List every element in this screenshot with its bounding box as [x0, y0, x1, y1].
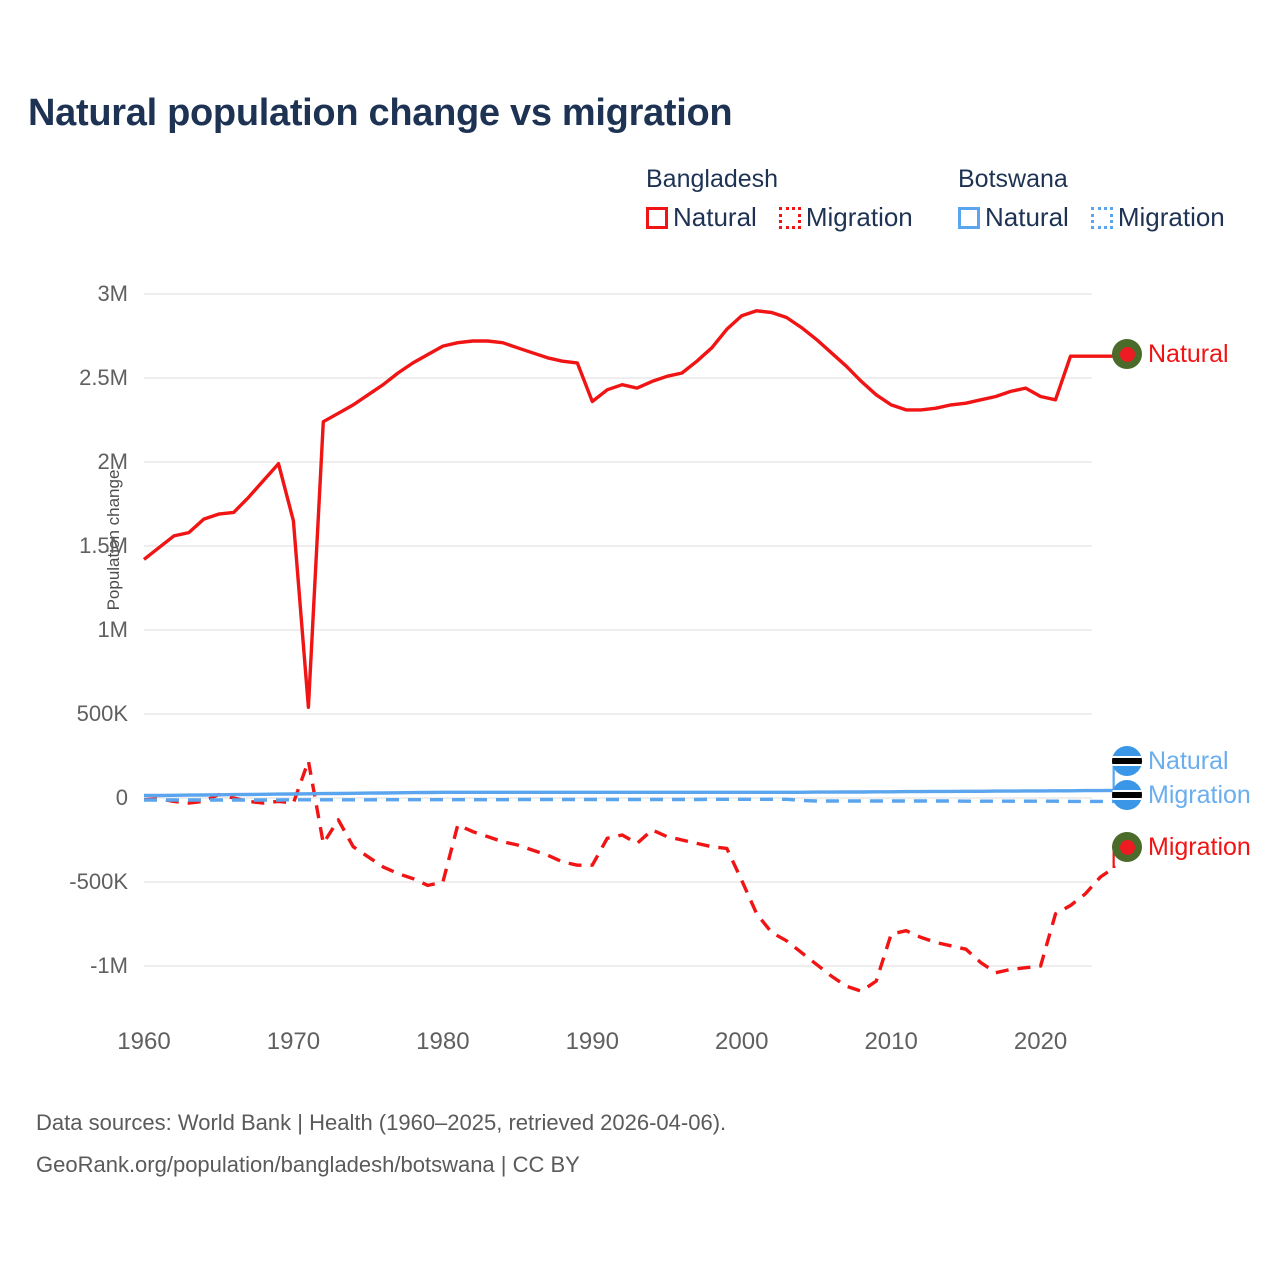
y-axis-tick-label: 2.5M	[79, 365, 128, 390]
flag-stripe-black	[1112, 757, 1142, 765]
end-label-text: Natural	[1148, 746, 1229, 775]
y-axis-tick-label: 2M	[97, 449, 128, 474]
legend-item-botswana-natural[interactable]: Natural	[958, 202, 1069, 233]
legend-item-label: Natural	[985, 202, 1069, 232]
botswana-flag-icon	[1112, 746, 1142, 776]
x-axis-tick-label: 1980	[416, 1028, 470, 1055]
end-label-botswana-natural[interactable]: Natural	[1112, 746, 1229, 776]
footer-data-sources: Data sources: World Bank | Health (1960–…	[36, 1110, 727, 1135]
y-axis-tick-label: 1M	[97, 617, 128, 642]
x-axis-tick-label: 1960	[117, 1028, 171, 1055]
y-axis-tick-label: 500K	[76, 701, 128, 726]
x-axis-tick-label: 1970	[266, 1028, 321, 1055]
series-line	[142, 309, 1116, 709]
legend-country-name: Bangladesh	[646, 165, 779, 193]
legend-item-bangladesh-natural[interactable]: Natural	[646, 202, 757, 233]
legend-group-bangladesh: Bangladesh Natural Migration	[646, 164, 913, 233]
series-line	[144, 797, 1116, 804]
end-label-botswana-migration[interactable]: Migration	[1112, 780, 1251, 810]
y-axis-tick-label: 0	[115, 785, 128, 810]
y-axis-tick-label: -1M	[90, 953, 128, 978]
end-label-text: Migration	[1148, 780, 1251, 809]
botswana-flag-icon	[1112, 780, 1142, 810]
chart-title: Natural population change vs migration	[28, 92, 733, 134]
flag-stripe-black	[1112, 791, 1142, 799]
legend-swatch-dotted-icon	[778, 206, 801, 229]
legend-swatch-solid-icon	[958, 206, 980, 229]
x-axis-tick-label: 2020	[1013, 1028, 1068, 1055]
legend-item-botswana-migration[interactable]: Migration	[1090, 202, 1225, 233]
y-axis-tick-label: -500K	[69, 869, 128, 894]
x-axis-tick-label: 1990	[565, 1028, 619, 1055]
legend-swatch-dotted-icon	[1090, 206, 1113, 229]
end-label-bangladesh-migration[interactable]: Migration	[1112, 832, 1251, 862]
legend-country-name: Botswana	[958, 165, 1068, 193]
legend-item-label: Natural	[673, 202, 757, 232]
legend-item-label: Migration	[1117, 202, 1225, 232]
series-lines	[142, 309, 1117, 993]
end-label-bangladesh-natural[interactable]: Natural	[1112, 339, 1229, 369]
y-axis-tick-label: 1.5M	[79, 533, 128, 558]
series-line	[143, 759, 1117, 993]
series-line	[144, 788, 1116, 798]
legend-item-label: Migration	[805, 202, 913, 232]
footer-attribution[interactable]: GeoRank.org/population/bangladesh/botswa…	[36, 1152, 580, 1177]
end-label-text: Migration	[1148, 832, 1251, 861]
legend-item-bangladesh-migration[interactable]: Migration	[778, 202, 913, 233]
gridlines	[144, 293, 1092, 967]
end-label-text: Natural	[1148, 339, 1229, 368]
bangladesh-flag-icon	[1112, 339, 1142, 369]
legend-swatch-solid-icon	[646, 206, 668, 229]
x-axis-tick-label: 2000	[715, 1028, 769, 1055]
legend-group-botswana: Botswana Natural Migration	[958, 164, 1225, 233]
bangladesh-flag-icon	[1112, 832, 1142, 862]
x-axis-tick-label: 2010	[864, 1028, 918, 1055]
chart-legend: Bangladesh Natural Migration Botswana Na…	[646, 164, 1266, 244]
y-axis-tick-label: 3M	[97, 281, 128, 306]
